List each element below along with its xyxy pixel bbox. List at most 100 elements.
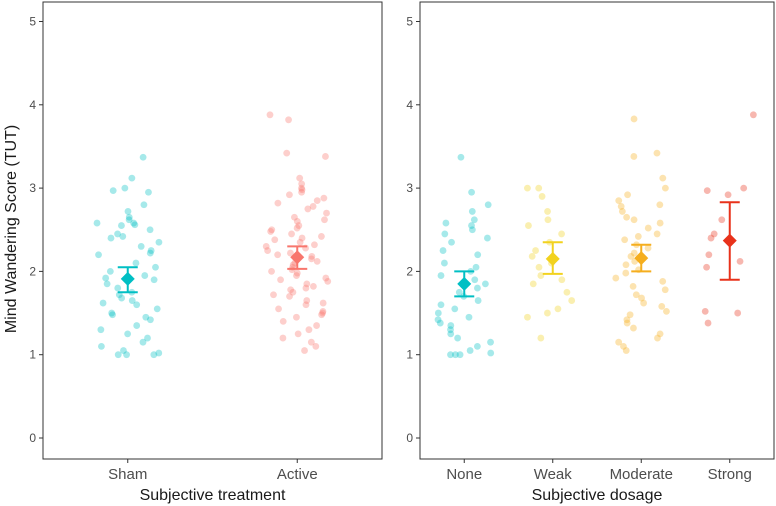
x-tick-label-sham: Sham	[108, 466, 147, 483]
data-point-none	[441, 259, 448, 267]
data-point-moderate	[623, 213, 630, 221]
data-point-weak	[529, 280, 537, 288]
data-point-active	[319, 299, 327, 307]
data-point-none	[468, 226, 476, 234]
data-point-none	[447, 351, 454, 359]
data-point-sham	[109, 311, 116, 319]
data-point-active	[262, 243, 270, 250]
data-point-weak	[524, 184, 531, 192]
data-point-weak	[563, 288, 571, 296]
data-point-moderate	[618, 208, 626, 215]
data-point-weak	[544, 208, 551, 215]
data-point-moderate	[634, 233, 642, 240]
data-point-active	[320, 194, 328, 202]
data-point-active	[293, 313, 300, 321]
data-point-moderate	[659, 174, 667, 182]
data-point-sham	[147, 316, 154, 324]
data-point-sham	[146, 249, 154, 257]
data-point-moderate	[629, 282, 637, 290]
data-point-active	[313, 322, 320, 329]
data-point-active	[291, 213, 298, 221]
y-tick-label: 1	[406, 348, 413, 362]
data-point-active	[312, 342, 320, 350]
data-point-sham	[107, 234, 115, 242]
data-point-weak	[568, 297, 576, 304]
data-point-moderate	[630, 249, 638, 257]
data-point-weak	[535, 184, 543, 192]
data-point-sham	[93, 219, 101, 227]
data-point-weak	[537, 272, 545, 279]
data-point-none	[436, 319, 444, 327]
data-point-active	[271, 236, 279, 244]
data-point-strong	[740, 184, 748, 192]
data-point-none	[474, 297, 482, 304]
data-point-sham	[132, 259, 140, 267]
data-point-strong	[703, 263, 710, 271]
data-point-strong	[707, 234, 715, 242]
data-point-moderate	[615, 338, 623, 346]
data-point-moderate	[654, 334, 661, 342]
data-point-none	[472, 263, 480, 271]
data-point-none	[437, 272, 445, 279]
data-point-weak	[528, 253, 536, 260]
data-point-active	[302, 301, 310, 309]
y-tick-label: 3	[29, 181, 36, 195]
data-point-moderate	[659, 277, 667, 285]
data-point-weak	[532, 247, 539, 254]
data-point-active	[321, 216, 328, 224]
data-point-active	[279, 317, 287, 325]
data-point-moderate	[656, 201, 664, 209]
data-point-active	[268, 268, 275, 275]
data-point-active	[305, 326, 313, 334]
data-point-active	[318, 233, 325, 240]
x-tick-label-moderate: Moderate	[610, 466, 673, 483]
data-point-moderate	[622, 269, 630, 277]
data-point-none	[487, 349, 495, 357]
data-point-moderate	[661, 286, 669, 294]
data-point-sham	[97, 326, 105, 334]
data-point-none	[473, 342, 481, 350]
data-point-none	[434, 316, 442, 324]
data-point-moderate	[644, 224, 652, 232]
data-point-sham	[130, 219, 138, 227]
data-point-none	[468, 208, 476, 215]
data-point-sham	[147, 247, 155, 254]
panel-border	[419, 1, 775, 460]
x-axis-title-treatment: Subjective treatment	[140, 487, 286, 504]
data-point-active	[295, 222, 303, 229]
x-tick-label-weak: Weak	[534, 466, 573, 483]
data-point-weak	[537, 334, 545, 342]
data-point-sham	[125, 213, 133, 221]
mean-marker-none	[457, 276, 472, 291]
data-point-active	[268, 226, 276, 234]
data-point-active	[322, 274, 330, 282]
data-point-none	[474, 284, 481, 292]
data-point-none	[434, 309, 442, 317]
data-point-active	[294, 330, 302, 338]
data-point-sham	[131, 221, 139, 229]
data-point-active	[286, 191, 293, 199]
mean-marker-moderate	[634, 251, 649, 266]
data-point-active	[310, 282, 317, 290]
data-point-sham	[150, 351, 158, 359]
data-point-active	[303, 297, 311, 304]
data-point-active	[309, 203, 317, 210]
data-point-sham	[114, 230, 121, 238]
data-point-active	[319, 307, 327, 315]
data-point-sham	[108, 309, 116, 317]
data-point-active	[267, 228, 275, 235]
data-point-none	[481, 280, 489, 288]
data-point-weak	[554, 305, 562, 313]
data-point-none	[474, 251, 482, 259]
data-point-weak	[535, 263, 543, 271]
data-point-sham	[118, 294, 126, 302]
data-point-sham	[114, 351, 122, 359]
data-point-active	[287, 249, 294, 257]
data-point-none	[452, 351, 459, 359]
data-point-active	[307, 338, 315, 346]
data-point-sham	[139, 338, 147, 346]
y-tick-label: 4	[406, 98, 413, 112]
data-point-weak	[558, 230, 565, 238]
data-point-sham	[124, 330, 132, 338]
data-point-moderate	[622, 347, 630, 354]
